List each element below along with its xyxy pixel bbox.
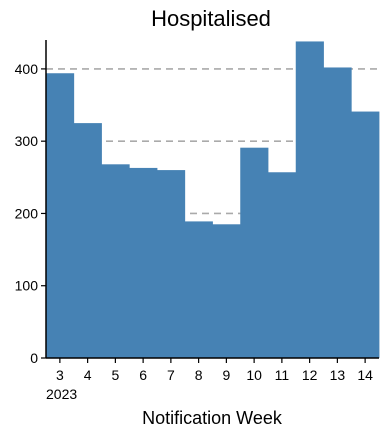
y-tick-label-0: 0: [30, 350, 38, 366]
bar-week-6: [129, 167, 158, 358]
x-tick-label-8: 8: [195, 367, 203, 383]
x-tick-label-6: 6: [139, 367, 147, 383]
bar-week-5: [101, 164, 130, 358]
bar-week-12: [295, 41, 324, 358]
x-tick-label-12: 12: [302, 367, 318, 383]
x-year-label: 2023: [46, 386, 77, 402]
x-tick-label-13: 13: [330, 367, 346, 383]
x-tick-label-11: 11: [275, 367, 290, 383]
x-tick-label-7: 7: [167, 367, 175, 383]
x-tick-label-14: 14: [357, 367, 373, 383]
bar-week-14: [351, 111, 380, 358]
x-tick-label-3: 3: [56, 367, 64, 383]
bar-week-3: [46, 73, 75, 358]
bar-week-11: [268, 172, 297, 358]
bar-week-4: [73, 123, 102, 358]
y-tick-label-400: 400: [15, 61, 39, 77]
bar-week-13: [323, 67, 352, 359]
y-tick-label-200: 200: [15, 205, 39, 221]
bars: [46, 41, 380, 359]
x-axis-title: Notification Week: [142, 408, 283, 428]
x-tick-label-10: 10: [246, 367, 262, 383]
chart-title: Hospitalised: [151, 6, 271, 31]
y-axis: 0 100 200 300 400: [15, 40, 47, 366]
x-tick-label-9: 9: [222, 367, 230, 383]
x-tick-label-5: 5: [111, 367, 119, 383]
bar-week-8: [184, 221, 213, 358]
bar-week-10: [240, 147, 269, 358]
x-axis: 3 4 5 6 7 8 9 10 11 12 13 14: [46, 357, 379, 383]
bar-week-7: [157, 170, 186, 358]
y-tick-label-300: 300: [15, 133, 39, 149]
x-tick-label-4: 4: [84, 367, 92, 383]
bar-week-9: [212, 224, 241, 358]
y-tick-label-100: 100: [15, 278, 39, 294]
